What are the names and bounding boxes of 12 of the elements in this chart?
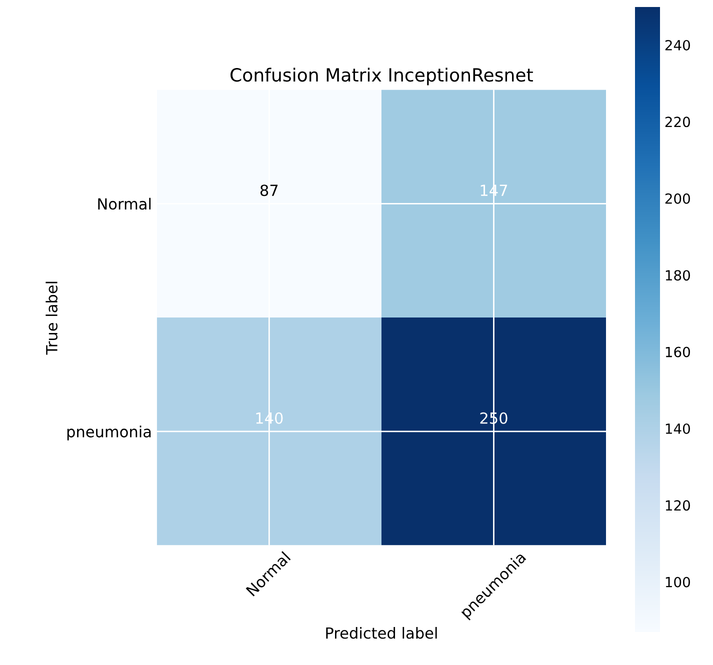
chart-title: Confusion Matrix InceptionResnet <box>230 68 533 86</box>
y-axis-title: True label <box>46 282 58 355</box>
color-bar-label: 220 <box>665 116 690 128</box>
x-axis-title: Predicted label <box>326 626 437 639</box>
color-bar-label: 100 <box>666 576 690 588</box>
color-bar-label: 160 <box>666 346 690 358</box>
color-bar-label: 200 <box>665 193 690 204</box>
color-bar-label: 240 <box>665 40 690 50</box>
color-bar-label: 180 <box>666 270 690 281</box>
color-bar-label: 140 <box>666 423 690 434</box>
data-label: 87 <box>260 184 278 196</box>
color-bar-label: 120 <box>666 500 690 511</box>
